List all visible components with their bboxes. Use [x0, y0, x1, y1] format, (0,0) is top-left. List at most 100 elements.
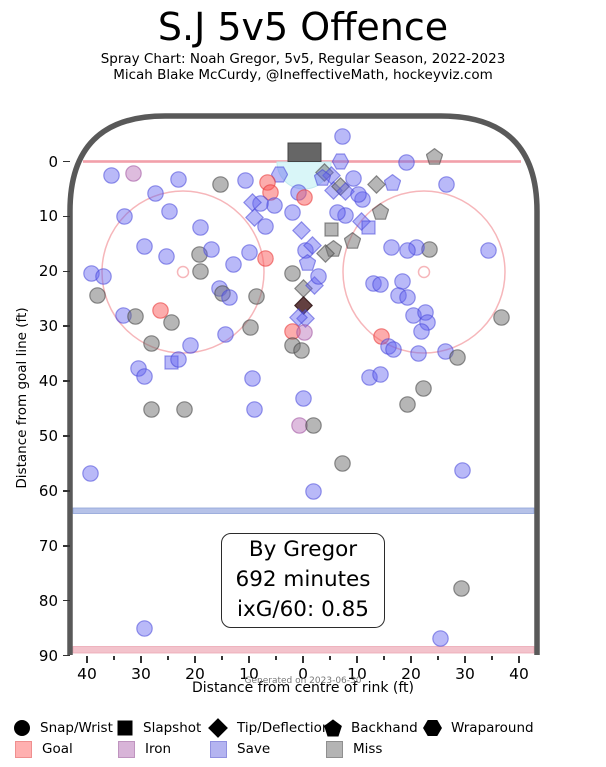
- y-tick-label: 90: [38, 646, 58, 665]
- shot-marker: [82, 465, 100, 486]
- shot-marker: [382, 239, 400, 260]
- shot-marker: [295, 308, 315, 332]
- shot-marker: [372, 276, 390, 297]
- x-minor-tick-mark: [221, 656, 223, 660]
- goal-color-swatch-icon: [14, 740, 32, 758]
- snap-wrist-shape-icon: [13, 719, 31, 737]
- y-tick-mark: [63, 270, 70, 273]
- legend-shape-label: Slapshot: [143, 720, 202, 736]
- shot-marker: [321, 166, 341, 189]
- x-tick-mark: [86, 656, 88, 663]
- x-tick-mark: [518, 656, 520, 663]
- shot-marker: [252, 195, 270, 216]
- y-tick-label: 80: [38, 591, 58, 610]
- shot-marker: [293, 295, 313, 319]
- legend-shape-label: Backhand: [351, 720, 418, 736]
- shot-marker: [175, 401, 193, 422]
- shot-marker: [323, 181, 343, 204]
- legend-item-shape-snap-wrist: Snap/Wrist: [13, 718, 113, 738]
- legend-shape-label: Tip/Deflection: [237, 720, 331, 736]
- y-tick-mark: [63, 325, 70, 327]
- slapshot-shape-icon: [116, 719, 134, 737]
- shot-marker: [309, 267, 327, 289]
- shot-marker: [266, 197, 284, 218]
- shot-marker: [236, 172, 254, 193]
- shot-marker: [191, 245, 209, 267]
- shot-marker: [163, 314, 181, 335]
- shot-marker: [305, 417, 323, 438]
- shot-marker: [270, 166, 289, 187]
- shot-marker: [94, 267, 112, 289]
- legend-result-label: Save: [237, 741, 271, 757]
- shot-marker: [244, 370, 262, 391]
- legend-item-shape-slapshot: Slapshot: [116, 718, 201, 738]
- legend-result-label: Iron: [145, 741, 172, 757]
- y-tick-label: 60: [38, 481, 58, 500]
- shot-marker: [136, 619, 154, 641]
- chart-attribution: Micah Blake McCurdy, @IneffectiveMath, h…: [113, 67, 493, 83]
- shot-marker: [241, 318, 259, 340]
- legend-item-shape-wraparound: Wraparound: [423, 718, 534, 738]
- shot-marker: [164, 355, 179, 374]
- legend-shape-label: Snap/Wrist: [40, 720, 113, 736]
- x-tick-mark: [302, 656, 304, 663]
- x-tick-label: 30: [131, 665, 151, 683]
- shot-marker: [213, 284, 231, 306]
- shot-marker: [245, 207, 265, 231]
- goal-net: [287, 142, 322, 162]
- x-tick-mark: [410, 656, 412, 663]
- shot-marker: [284, 323, 302, 344]
- iron-color-swatch-icon: [117, 740, 135, 758]
- tip-deflection-shape-icon: [208, 718, 228, 738]
- shot-marker: [261, 183, 279, 205]
- x-minor-tick-mark: [275, 656, 277, 660]
- shot-marker: [217, 326, 235, 347]
- shot-marker: [103, 167, 121, 188]
- shot-marker: [371, 202, 390, 224]
- shot-marker: [136, 368, 154, 389]
- shot-marker: [247, 288, 265, 309]
- shot-marker: [352, 211, 372, 235]
- shot-marker: [364, 275, 382, 296]
- shot-marker: [88, 287, 106, 308]
- y-tick-label: 40: [38, 372, 58, 391]
- shot-marker: [202, 241, 220, 262]
- shot-marker: [398, 242, 416, 263]
- x-minor-tick-mark: [113, 656, 115, 660]
- shot-marker: [415, 379, 433, 401]
- shot-marker: [408, 239, 426, 260]
- x-minor-tick-mark: [491, 656, 493, 660]
- x-axis-label: Distance from centre of rink (ft): [192, 680, 414, 696]
- x-tick-mark: [140, 656, 142, 663]
- shot-marker: [115, 208, 133, 229]
- shot-marker: [292, 221, 312, 244]
- save-color-swatch-icon: [209, 740, 227, 758]
- shot-marker: [293, 278, 313, 302]
- shot-marker: [126, 308, 144, 329]
- shot-marker: [492, 309, 510, 330]
- shot-marker: [225, 256, 243, 277]
- shot-marker: [142, 401, 160, 422]
- shot-marker: [136, 238, 154, 259]
- shot-marker: [259, 174, 277, 195]
- summary-box: By Gregor 692 minutes ixG/60: 0.85: [221, 533, 385, 628]
- y-tick-label: 30: [38, 317, 58, 336]
- legend-shape-label: Wraparound: [451, 720, 534, 736]
- shot-marker: [336, 206, 354, 228]
- shot-marker: [181, 337, 199, 358]
- shot-marker: [334, 127, 352, 149]
- shot-marker: [158, 248, 176, 269]
- shot-marker: [361, 368, 379, 390]
- shot-marker: [284, 204, 302, 225]
- legend-result-label: Goal: [42, 741, 73, 757]
- shot-marker: [240, 244, 258, 265]
- shot-marker: [371, 366, 389, 387]
- shot-marker: [211, 280, 229, 301]
- shot-marker: [373, 328, 391, 349]
- legend-result-label: Miss: [353, 741, 383, 757]
- x-minor-tick-mark: [167, 656, 169, 660]
- legend-item-shape-tip-deflection: Tip/Deflection: [208, 718, 331, 738]
- miss-color-swatch-icon: [325, 740, 343, 758]
- shot-marker: [302, 235, 322, 259]
